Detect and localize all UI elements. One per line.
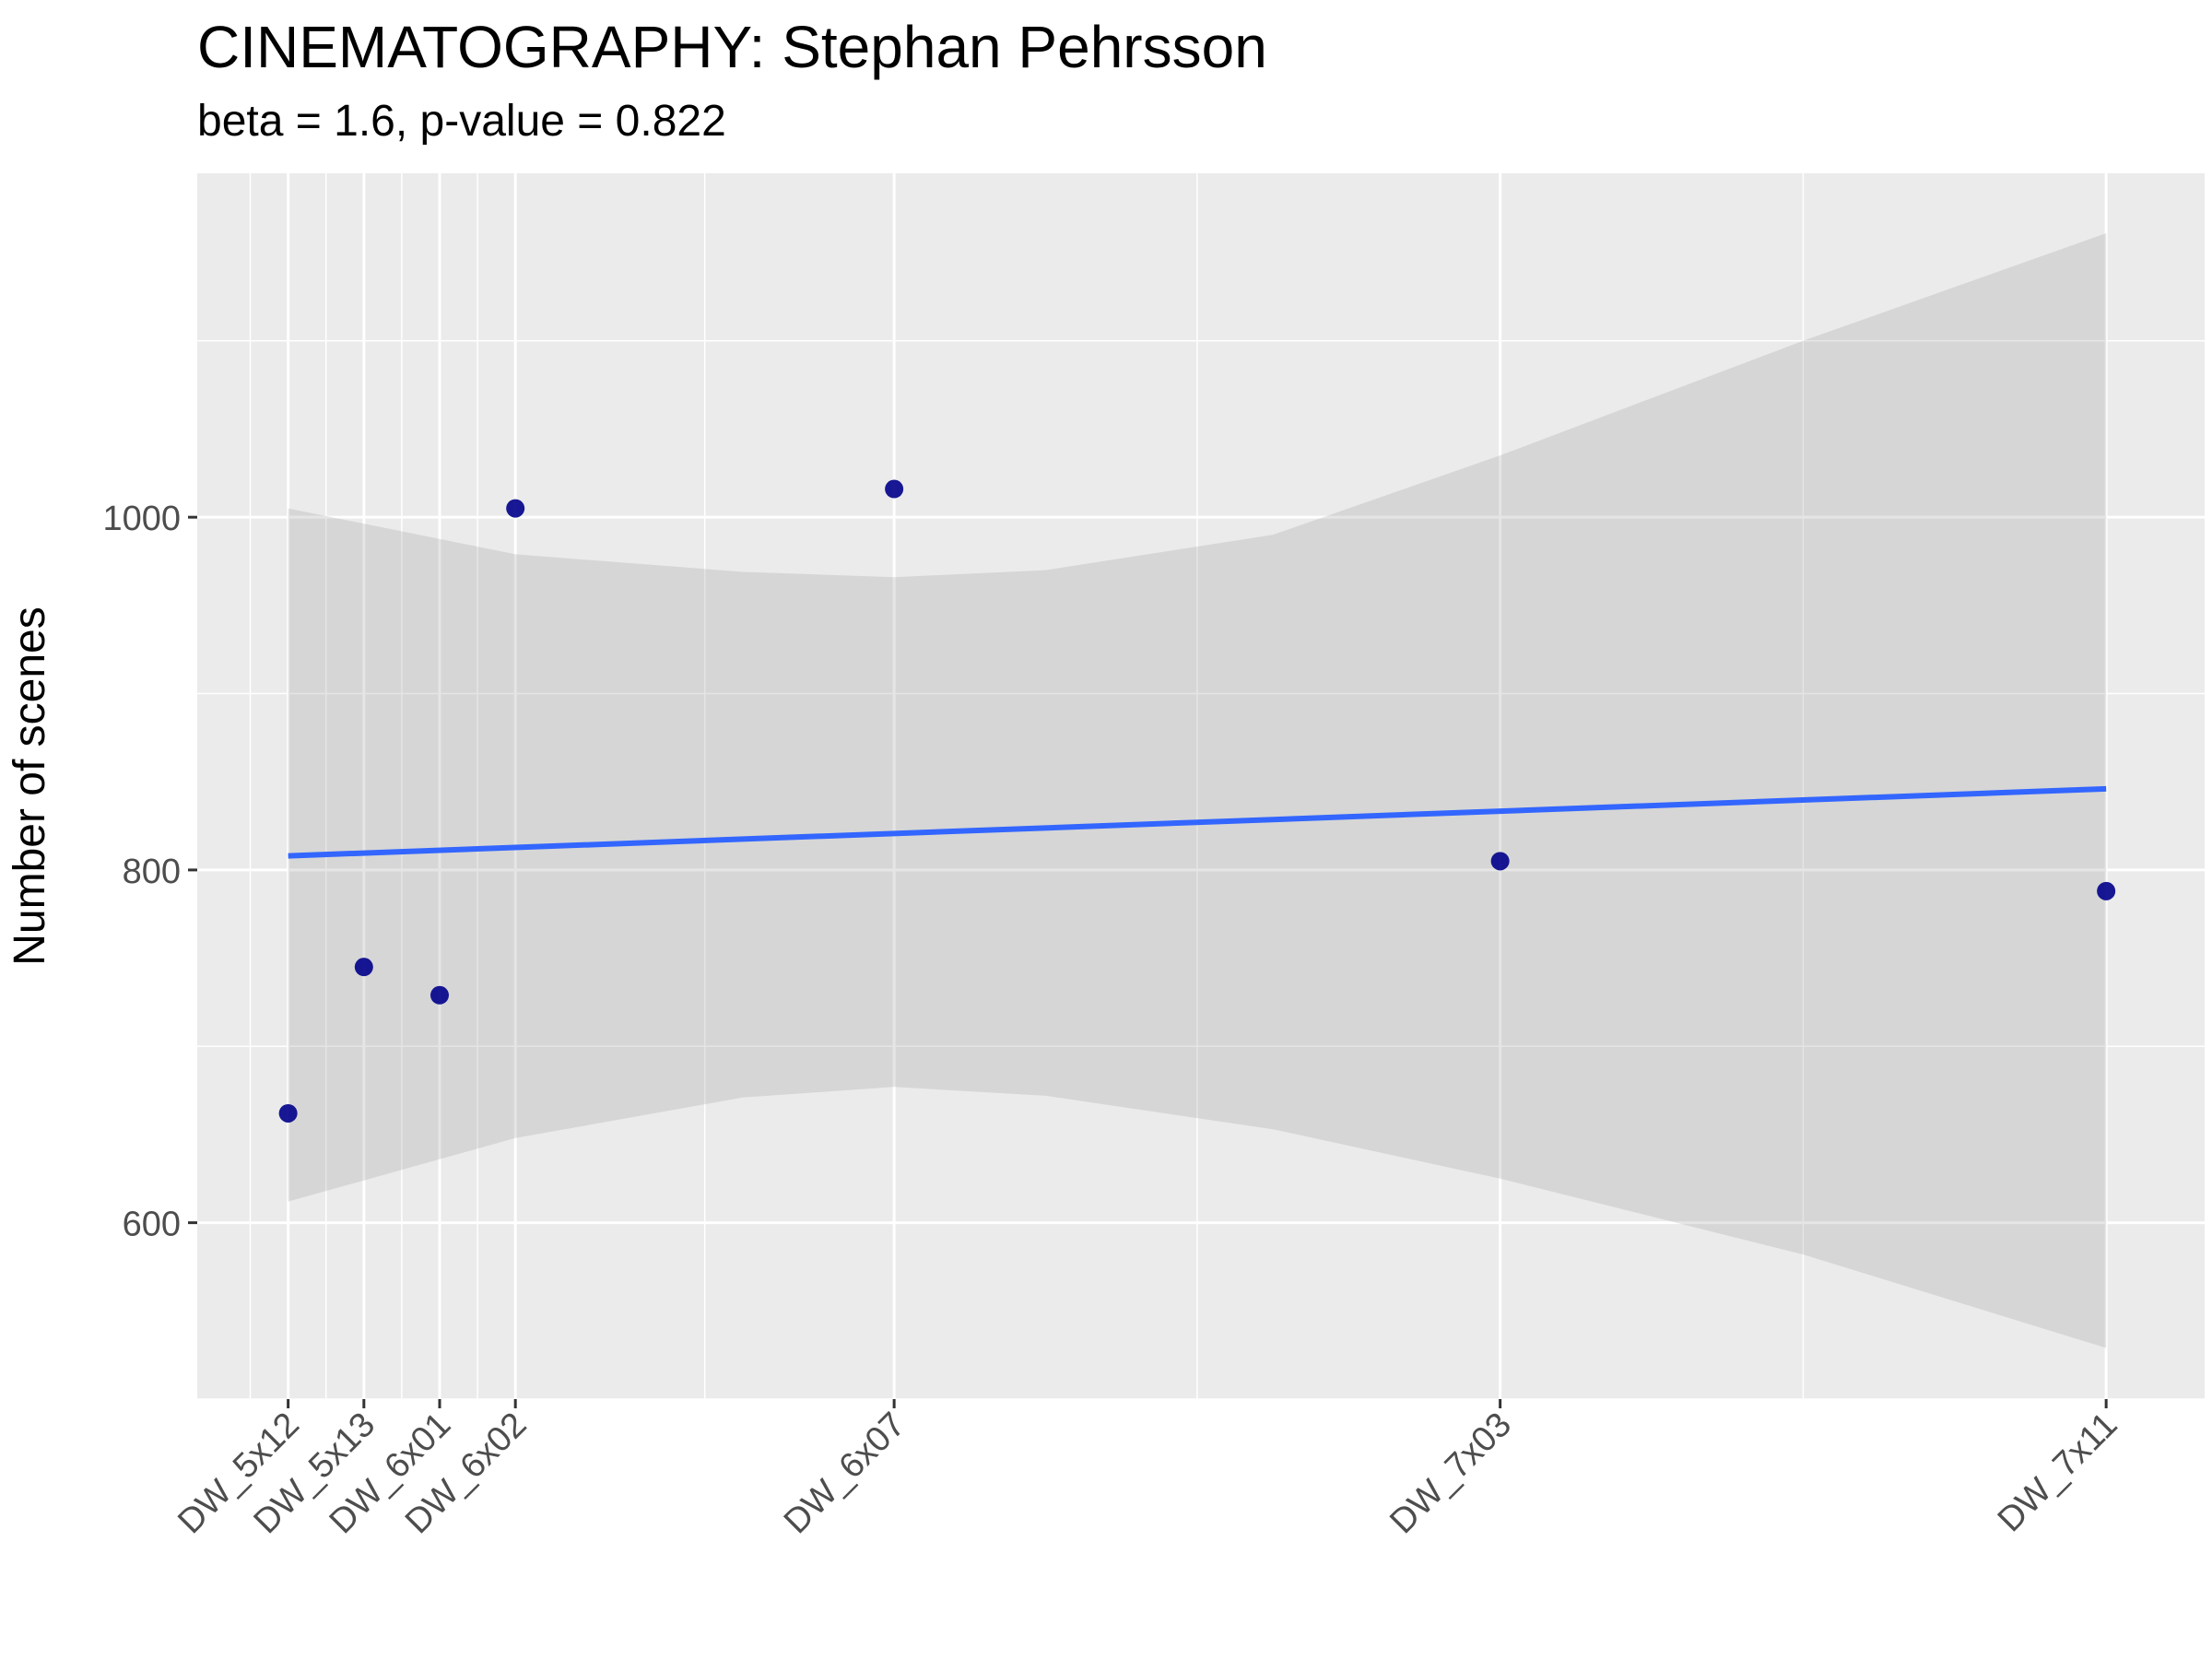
x-tick-label: DW_7x03: [1382, 1406, 1519, 1542]
y-axis-title: Number of scenes: [6, 606, 54, 966]
data-point: [1490, 852, 1510, 871]
confidence-band: [288, 233, 2107, 1348]
data-point: [430, 985, 450, 1005]
trend-line: [288, 785, 2107, 859]
data-point: [354, 958, 373, 977]
data-point: [278, 1103, 298, 1123]
x-tick-label: DW_6x07: [777, 1406, 913, 1542]
y-tick-label: 600: [123, 1206, 181, 1244]
chart-subtitle: beta = 1.6, p-value = 0.822: [197, 97, 726, 146]
chart-title: CINEMATOGRAPHY: Stephan Pehrsson: [197, 14, 1267, 80]
data-point: [2097, 881, 2116, 900]
panel-background: [197, 173, 2205, 1399]
y-tick-label: 800: [123, 853, 181, 891]
x-tick-label: DW_7x11: [1991, 1406, 2125, 1540]
data-point: [506, 499, 525, 518]
y-tick-label: 1000: [102, 500, 181, 538]
data-point: [885, 479, 904, 499]
